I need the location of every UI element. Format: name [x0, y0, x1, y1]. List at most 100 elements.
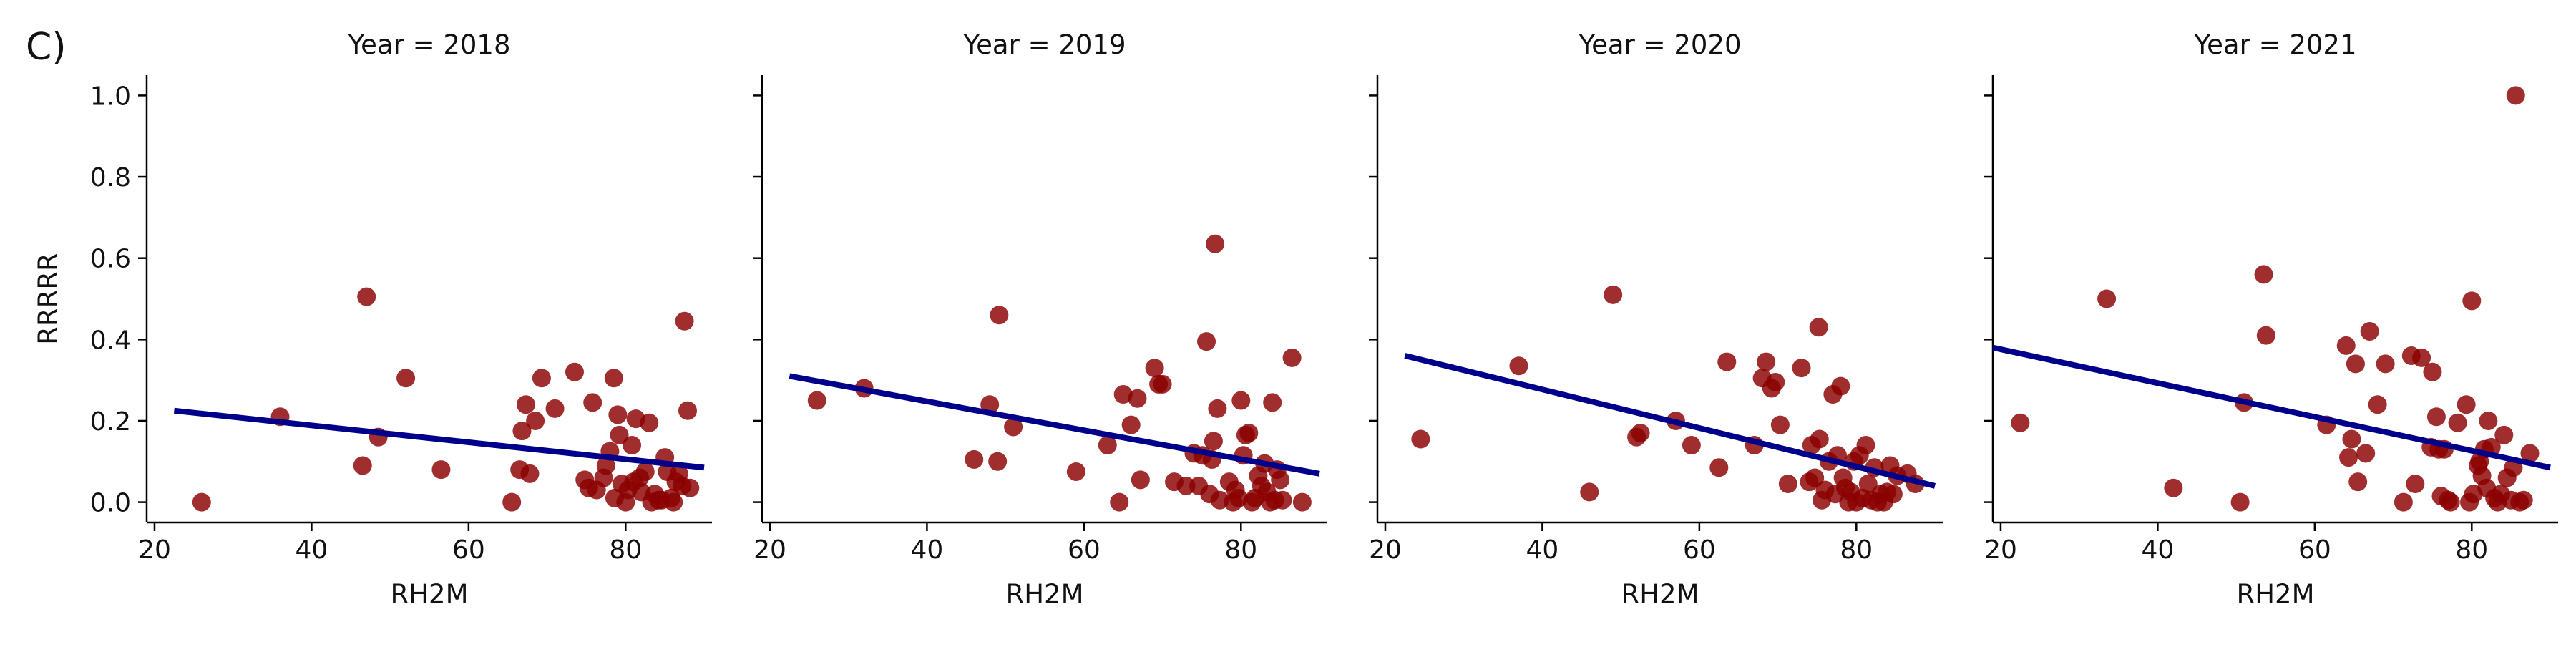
data-point — [604, 369, 623, 388]
data-point — [1682, 436, 1701, 455]
data-point — [2356, 444, 2376, 463]
y-axis-label: RRRRR — [33, 253, 64, 345]
data-point — [1004, 417, 1023, 437]
x-tick-label: 20 — [1369, 535, 1402, 565]
data-point — [664, 492, 683, 512]
x-tick-label: 20 — [138, 535, 171, 565]
data-point — [502, 492, 522, 512]
data-point — [1131, 470, 1150, 490]
data-point — [623, 436, 642, 455]
y-tick-label: 0.4 — [90, 326, 131, 355]
data-point — [1809, 318, 1828, 337]
data-point — [431, 460, 451, 480]
data-point — [565, 362, 584, 381]
data-point — [2164, 478, 2183, 497]
panel-letter: C) — [26, 26, 67, 69]
data-point — [2506, 86, 2525, 105]
data-point — [1110, 492, 1129, 512]
data-point — [675, 311, 694, 331]
x-axis-label: RH2M — [1006, 579, 1084, 610]
data-point — [807, 391, 826, 410]
data-point — [1509, 356, 1528, 376]
data-point — [2230, 492, 2250, 512]
data-point — [1766, 372, 1785, 391]
x-tick-label: 80 — [1224, 535, 1257, 565]
data-point — [1411, 429, 1430, 449]
data-point — [2336, 336, 2356, 355]
data-point — [583, 393, 602, 412]
x-tick-label: 80 — [1840, 535, 1873, 565]
data-point — [512, 422, 532, 441]
data-point — [526, 411, 545, 430]
data-point — [990, 306, 1009, 325]
data-point — [2339, 448, 2358, 467]
data-point — [1580, 482, 1599, 502]
regression-line — [173, 407, 705, 471]
data-point — [2462, 291, 2482, 311]
data-point — [988, 452, 1008, 471]
data-point — [353, 456, 372, 475]
data-point — [2346, 354, 2365, 374]
x-tick-label: 40 — [296, 535, 328, 565]
data-point — [1263, 393, 1282, 412]
y-tick-label: 1.0 — [90, 82, 131, 111]
data-point — [635, 462, 655, 481]
regression-line — [1404, 353, 1936, 489]
data-point — [2097, 289, 2117, 308]
data-point — [1128, 389, 1147, 408]
regression-line — [1992, 344, 2551, 471]
data-point — [1709, 458, 1729, 477]
facet-panel-1: Year = 2018 20 40 60 80 0.0 0.2 0.4 0.6 0.8 1.0 RH2… — [33, 29, 712, 610]
x-tick-label: 60 — [1068, 535, 1101, 565]
data-point — [1292, 492, 1312, 512]
data-point — [1273, 490, 1292, 510]
data-point — [192, 492, 211, 512]
data-point — [2376, 354, 2395, 374]
data-point — [2441, 492, 2460, 512]
data-point — [2360, 321, 2379, 341]
x-tick-label: 20 — [1984, 535, 2017, 565]
panel-title: Year = 2019 — [962, 29, 1126, 60]
data-point — [1858, 475, 1878, 494]
data-point — [1098, 436, 1117, 455]
data-point — [2394, 492, 2413, 512]
data-point — [1717, 352, 1737, 371]
data-point — [1208, 399, 1227, 418]
data-point — [1856, 436, 1875, 455]
data-point — [1271, 470, 1290, 490]
data-point — [520, 464, 540, 483]
data-point — [1604, 285, 1623, 304]
data-point — [2348, 472, 2368, 492]
panel-title: Year = 2021 — [2193, 29, 2356, 60]
data-point — [1778, 475, 1797, 494]
data-point — [1231, 391, 1251, 410]
data-point — [2011, 413, 2030, 432]
facet-panel-2: Year = 2019 20 40 60 80 RH2M — [753, 29, 1327, 610]
data-point — [2514, 490, 2533, 510]
data-point — [608, 405, 628, 424]
data-point — [2368, 395, 2387, 414]
x-axis-label: RH2M — [1621, 579, 1699, 610]
data-point — [2520, 444, 2540, 463]
x-tick-label: 20 — [753, 535, 786, 565]
data-point — [680, 478, 700, 497]
data-point — [1810, 429, 1829, 449]
facet-panel-4: Year = 2021 20 40 60 80 RH2M — [1984, 29, 2558, 610]
panel-title: Year = 2020 — [1578, 29, 1741, 60]
data-point — [2426, 407, 2446, 427]
data-point — [2342, 429, 2361, 449]
y-tick-label: 0.0 — [90, 489, 131, 518]
data-point — [2479, 411, 2498, 430]
data-point — [1757, 352, 1776, 371]
data-point — [1883, 485, 1903, 504]
data-point — [396, 369, 416, 388]
data-point — [2406, 475, 2425, 494]
x-tick-label: 40 — [1526, 535, 1559, 565]
x-tick-label: 80 — [609, 535, 642, 565]
data-point — [1197, 332, 1216, 351]
data-point — [1239, 424, 1259, 442]
data-point — [1282, 348, 1302, 367]
data-point — [545, 399, 565, 418]
